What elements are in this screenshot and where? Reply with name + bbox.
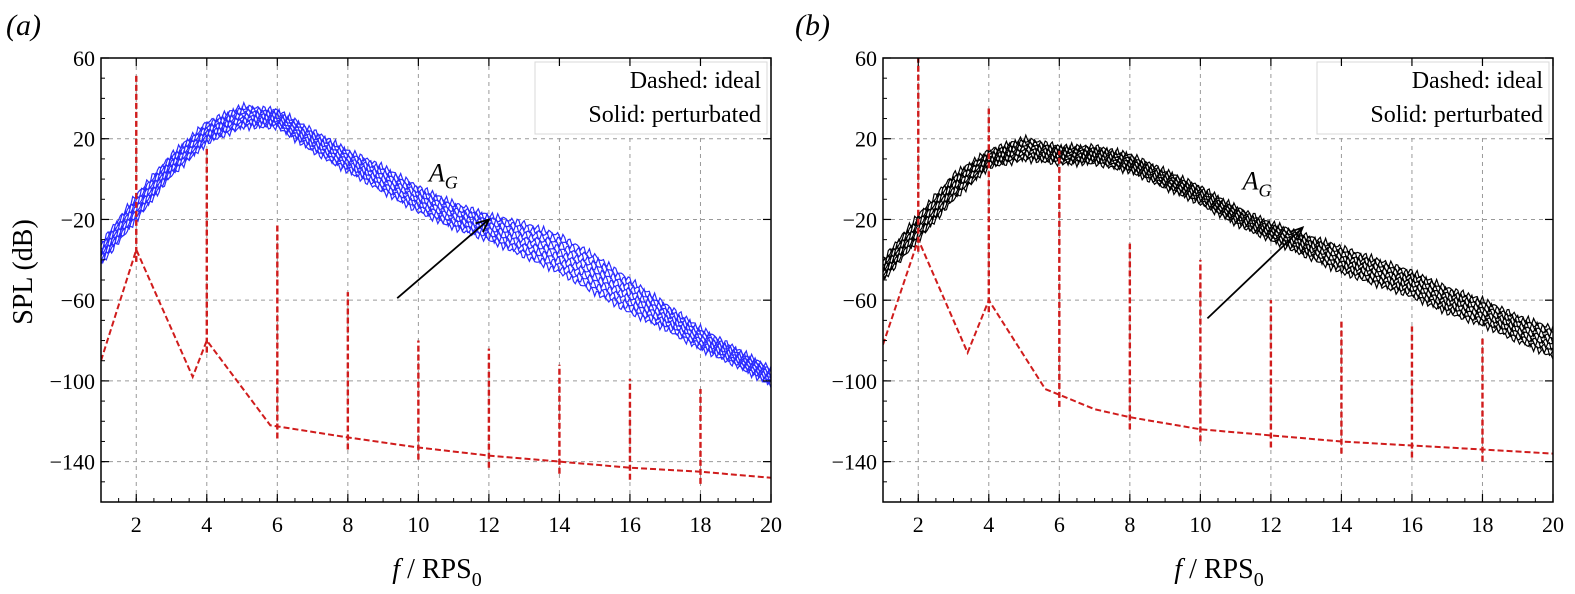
perturbated-series-line (101, 105, 771, 372)
perturbated-series-line (101, 113, 771, 378)
y-tick-label: 20 (73, 127, 95, 152)
x-tick-label: 14 (548, 512, 570, 537)
perturbated-series-line (883, 148, 1553, 352)
x-tick-label: 20 (1542, 512, 1564, 537)
x-tick-label: 12 (1260, 512, 1282, 537)
y-tick-label: 60 (855, 46, 877, 71)
panel-a-label: (a) (6, 9, 41, 42)
x-tick-label: 4 (983, 512, 994, 537)
plot-area (101, 74, 771, 484)
annotation-arrow-head (1289, 225, 1305, 241)
perturbated-series-line (101, 100, 771, 374)
legend-entry: Dashed: ideal (630, 68, 762, 94)
x-tick-label: 18 (689, 512, 711, 537)
annotation-label: AG (427, 158, 458, 192)
panel-b: (b) f / RPS0 Dashed: ideal Solid: perturb… (795, 9, 1564, 591)
perturbated-series-line (883, 151, 1553, 351)
annotation-arrow-shaft (1206, 226, 1304, 319)
x-tick-label: 8 (1124, 512, 1135, 537)
legend-box (534, 61, 768, 135)
perturbated-series-line (101, 115, 771, 384)
x-tick-label: 6 (272, 512, 283, 537)
x-tick-label: 10 (407, 512, 429, 537)
y-tick-label: −140 (832, 450, 877, 475)
x-tick-label: 16 (619, 512, 641, 537)
x-tick-label: 2 (131, 512, 142, 537)
x-tick-label: 6 (1054, 512, 1065, 537)
perturbated-series-line (883, 133, 1553, 334)
x-tick-label: 18 (1471, 512, 1493, 537)
perturbated-series-line (883, 155, 1553, 360)
y-tick-label: −100 (832, 369, 877, 394)
legend-entry: Dashed: ideal (1412, 68, 1544, 94)
x-tick-label: 20 (760, 512, 782, 537)
plot-area (883, 58, 1553, 462)
x-tick-label: 14 (1330, 512, 1352, 537)
y-tick-label: −140 (50, 450, 95, 475)
perturbated-series-line (883, 138, 1553, 334)
y-tick-label: −60 (843, 288, 877, 313)
panel-b-label: (b) (795, 9, 830, 42)
x-tick-label: 16 (1401, 512, 1423, 537)
annotation-arrow-shaft (396, 218, 490, 299)
ideal-series-floor (101, 246, 771, 479)
perturbated-series-line (883, 153, 1553, 357)
panel-a-y-axis-label: SPL (dB) (8, 219, 39, 325)
x-tick-label: 4 (201, 512, 212, 537)
y-tick-label: 60 (73, 46, 95, 71)
ideal-series-floor (883, 236, 1553, 455)
y-tick-label: −100 (50, 369, 95, 394)
y-tick-label: 20 (855, 127, 877, 152)
legend-box (1316, 61, 1550, 135)
panel-a: (a) SPL (dB) f / RPS0 Dashed: ideal Solid… (6, 9, 782, 591)
x-tick-label: 12 (478, 512, 500, 537)
y-tick-label: −60 (61, 288, 95, 313)
y-tick-label: −20 (843, 207, 877, 232)
legend-entry: Solid: perturbated (1370, 102, 1543, 128)
panel-a-x-axis-label: f / RPS0 (392, 554, 481, 591)
x-tick-label: 10 (1189, 512, 1211, 537)
perturbated-series-line (101, 111, 771, 380)
annotation-arrow-head (475, 218, 491, 233)
perturbated-series-line (101, 109, 771, 376)
panel-b-x-axis-label: f / RPS0 (1174, 554, 1263, 591)
x-tick-label: 2 (913, 512, 924, 537)
legend-entry: Solid: perturbated (588, 102, 761, 128)
annotation-label: AG (1241, 167, 1272, 201)
y-tick-label: −20 (61, 207, 95, 232)
x-tick-label: 8 (342, 512, 353, 537)
